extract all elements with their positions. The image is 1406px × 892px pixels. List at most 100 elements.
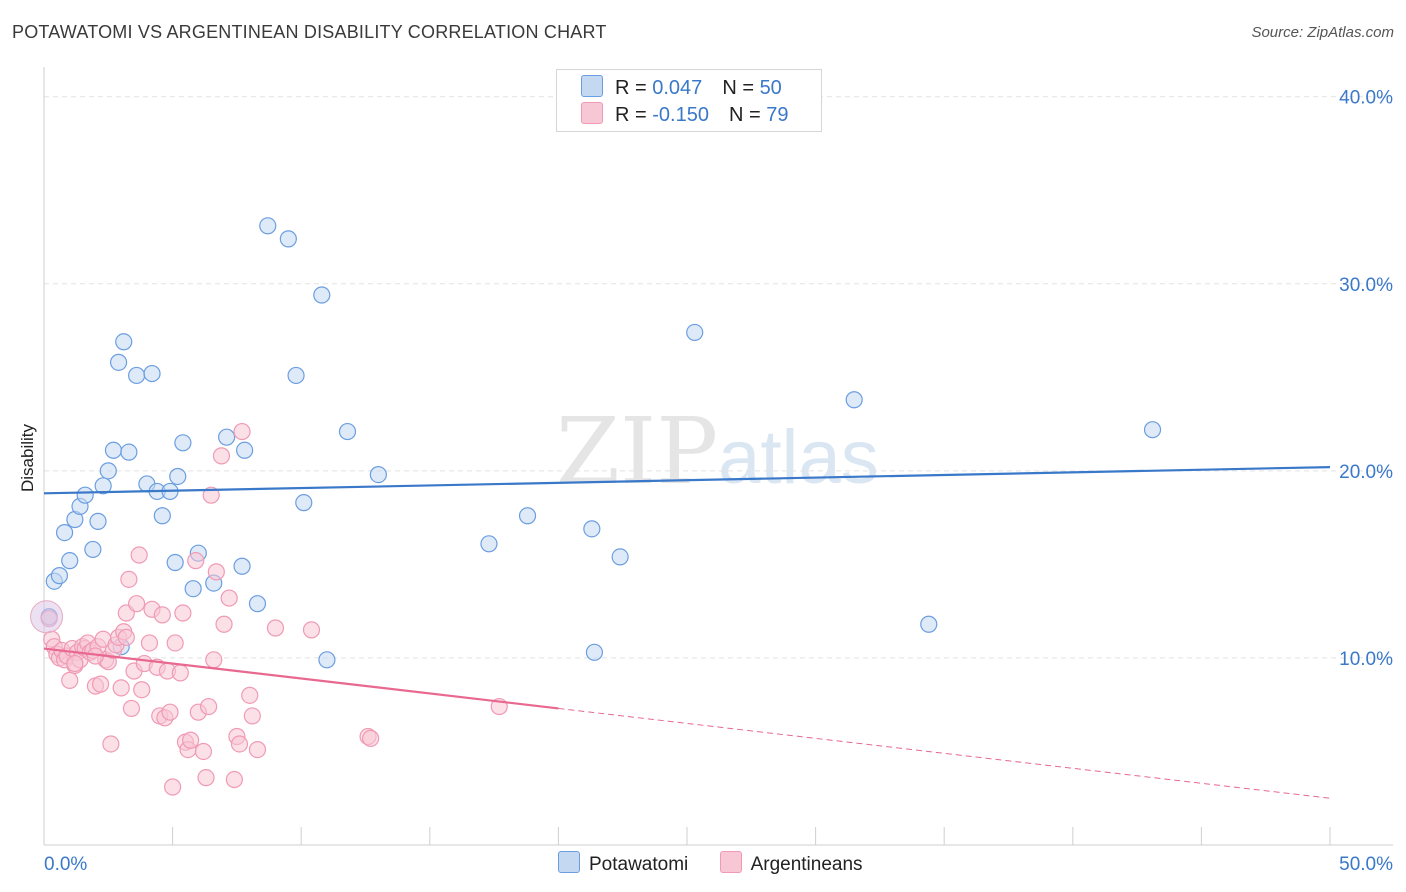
potawatomi-point bbox=[50, 567, 69, 585]
argentineans-point bbox=[171, 664, 189, 682]
argentineans-point bbox=[112, 679, 130, 697]
argentineans-point bbox=[91, 675, 110, 693]
argentineans-point bbox=[127, 595, 146, 613]
n-value: 79 bbox=[766, 104, 789, 126]
potawatomi-point bbox=[174, 434, 192, 452]
potawatomi-point bbox=[153, 507, 171, 525]
potawatomi-point bbox=[76, 486, 94, 504]
potawatomi-point bbox=[1143, 421, 1162, 439]
potawatomi-point bbox=[338, 422, 357, 441]
potawatomi-point bbox=[369, 465, 387, 484]
potawatomi-point bbox=[920, 615, 938, 633]
argentineans-point bbox=[117, 628, 135, 646]
argentineans-point bbox=[215, 615, 233, 633]
argentineans-point bbox=[200, 697, 218, 716]
legend-item-argentineans[interactable]: Argentineans bbox=[719, 851, 863, 876]
potawatomi-legend-swatch bbox=[558, 851, 580, 873]
y-tick-label: 40.0% bbox=[1339, 88, 1393, 109]
argentineans-point bbox=[197, 769, 215, 787]
argentineans-legend-label: Argentineans bbox=[750, 854, 863, 875]
potawatomi-point bbox=[611, 548, 629, 566]
potawatomi-point bbox=[583, 520, 601, 538]
y-tick-label: 20.0% bbox=[1339, 462, 1393, 483]
argentineans-point bbox=[61, 671, 79, 689]
argentineans-point bbox=[166, 634, 184, 652]
potawatomi-point bbox=[115, 333, 133, 351]
potawatomi-point bbox=[55, 523, 74, 542]
argentineans-point bbox=[230, 735, 249, 753]
x-tick-label: 0.0% bbox=[44, 854, 87, 875]
potawatomi-point bbox=[480, 535, 498, 553]
argentineans-point bbox=[220, 589, 238, 607]
potawatomi-point bbox=[233, 557, 251, 575]
potawatomi-point bbox=[99, 462, 117, 480]
argentineans-legend-swatch bbox=[719, 851, 742, 873]
n-value: 50 bbox=[759, 77, 782, 99]
r-label: R = bbox=[615, 77, 653, 99]
potawatomi-point bbox=[279, 230, 297, 248]
potawatomi-trend-line bbox=[43, 466, 1331, 495]
argentineans-point bbox=[120, 570, 138, 588]
potawatomi-swatch bbox=[581, 75, 603, 97]
y-tick-label: 10.0% bbox=[1339, 649, 1393, 670]
argentineans-point bbox=[130, 546, 148, 564]
argentineans-point bbox=[140, 634, 159, 652]
chart-title: POTAWATOMI VS ARGENTINEAN DISABILITY COR… bbox=[12, 22, 607, 42]
argentineans-point bbox=[302, 621, 321, 639]
watermark-zip: ZIP bbox=[556, 398, 719, 505]
potawatomi-point bbox=[845, 391, 863, 409]
zipatlas-watermark: ZIPatlas bbox=[556, 398, 879, 505]
argentineans-swatch bbox=[581, 102, 603, 124]
potawatomi-point bbox=[236, 441, 254, 459]
argentineans-point bbox=[248, 740, 267, 759]
argentineans-point bbox=[164, 778, 182, 796]
argentineans-trend-line bbox=[43, 647, 559, 710]
argentineans-point bbox=[153, 606, 171, 624]
r-label: R = bbox=[615, 104, 653, 126]
potawatomi-point bbox=[184, 580, 202, 598]
watermark-atlas: atlas bbox=[718, 415, 879, 500]
potawatomi-point bbox=[127, 366, 146, 385]
r-value: 0.047 bbox=[652, 77, 703, 99]
potawatomi-point bbox=[318, 651, 336, 669]
potawatomi-point bbox=[248, 595, 267, 613]
potawatomi-point bbox=[287, 366, 305, 385]
n-label: N = bbox=[728, 104, 767, 126]
argentineans-point bbox=[133, 681, 151, 699]
potawatomi-point bbox=[313, 286, 331, 304]
potawatomi-point bbox=[259, 217, 277, 235]
argentineans-point bbox=[66, 654, 84, 673]
n-label: N = bbox=[722, 77, 760, 99]
legend-row-argentineans: R = -0.150 N = 79 bbox=[581, 102, 788, 126]
potawatomi-point bbox=[518, 507, 537, 525]
potawatomi-point bbox=[84, 540, 102, 559]
potawatomi-point bbox=[61, 552, 79, 570]
potawatomi-point bbox=[109, 353, 128, 371]
potawatomi-point bbox=[295, 494, 313, 512]
x-tick-label: 50.0% bbox=[1339, 854, 1393, 875]
argentineans-point bbox=[243, 707, 261, 725]
argentineans-trend-line-dashed bbox=[558, 707, 1331, 799]
potawatomi-point bbox=[104, 441, 123, 459]
series-legend: Potawatomi Argentineans bbox=[558, 851, 889, 876]
potawatomi-point bbox=[94, 477, 112, 495]
cluster-point bbox=[30, 600, 64, 634]
potawatomi-point bbox=[166, 553, 184, 572]
argentineans-point bbox=[207, 563, 225, 581]
argentineans-point bbox=[205, 651, 223, 669]
argentineans-point bbox=[122, 699, 141, 718]
correlation-legend: R = 0.047 N = 50 R = -0.150 N = 79 bbox=[556, 69, 822, 132]
legend-item-potawatomi[interactable]: Potawatomi bbox=[558, 851, 688, 876]
potawatomi-point bbox=[143, 364, 161, 383]
argentineans-point bbox=[187, 552, 205, 570]
potawatomi-point bbox=[169, 467, 187, 486]
argentineans-point bbox=[241, 686, 259, 704]
argentineans-point bbox=[225, 770, 243, 789]
potawatomi-point bbox=[686, 323, 704, 342]
source-label: Source: ZipAtlas.com bbox=[1251, 24, 1394, 41]
argentineans-point bbox=[102, 735, 120, 753]
argentineans-point bbox=[182, 731, 200, 749]
y-axis-title: Disability bbox=[18, 423, 37, 493]
potawatomi-point bbox=[218, 428, 236, 446]
argentineans-point bbox=[233, 422, 251, 441]
